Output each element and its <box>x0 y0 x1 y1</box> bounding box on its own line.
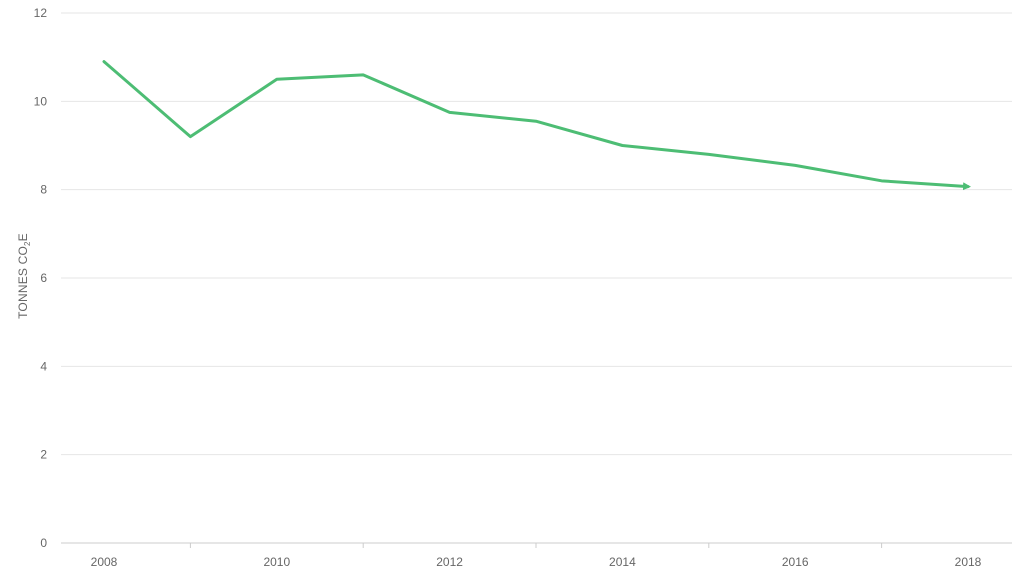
y-tick-label: 12 <box>34 6 48 20</box>
y-axis-title-suffix: E <box>16 233 30 241</box>
y-tick-label: 0 <box>40 536 47 550</box>
y-axis-title-main: TONNES CO <box>16 246 30 319</box>
x-tick-label: 2016 <box>782 555 809 569</box>
y-axis-title: TONNES CO2E <box>16 233 32 319</box>
axis-layer <box>61 542 1012 548</box>
y-tick-label: 4 <box>40 359 47 373</box>
tick-label-layer: 0 2 4 6 8 10 12 2008 2010 2012 2014 2016 2018 <box>34 6 982 569</box>
grid-layer <box>61 12 1012 456</box>
y-tick-label: 2 <box>40 448 47 462</box>
x-tick-label: 2014 <box>609 555 636 569</box>
y-tick-label: 8 <box>40 183 47 197</box>
y-tick-label: 10 <box>34 94 48 108</box>
x-tick-label: 2010 <box>263 555 290 569</box>
x-tick-label: 2012 <box>436 555 463 569</box>
x-tick-label: 2008 <box>91 555 118 569</box>
series-layer <box>102 60 971 191</box>
y-tick-label: 6 <box>40 271 47 285</box>
series-line <box>102 60 971 191</box>
y-axis-title-subscript: 2 <box>23 241 32 246</box>
x-tick-label: 2018 <box>955 555 982 569</box>
